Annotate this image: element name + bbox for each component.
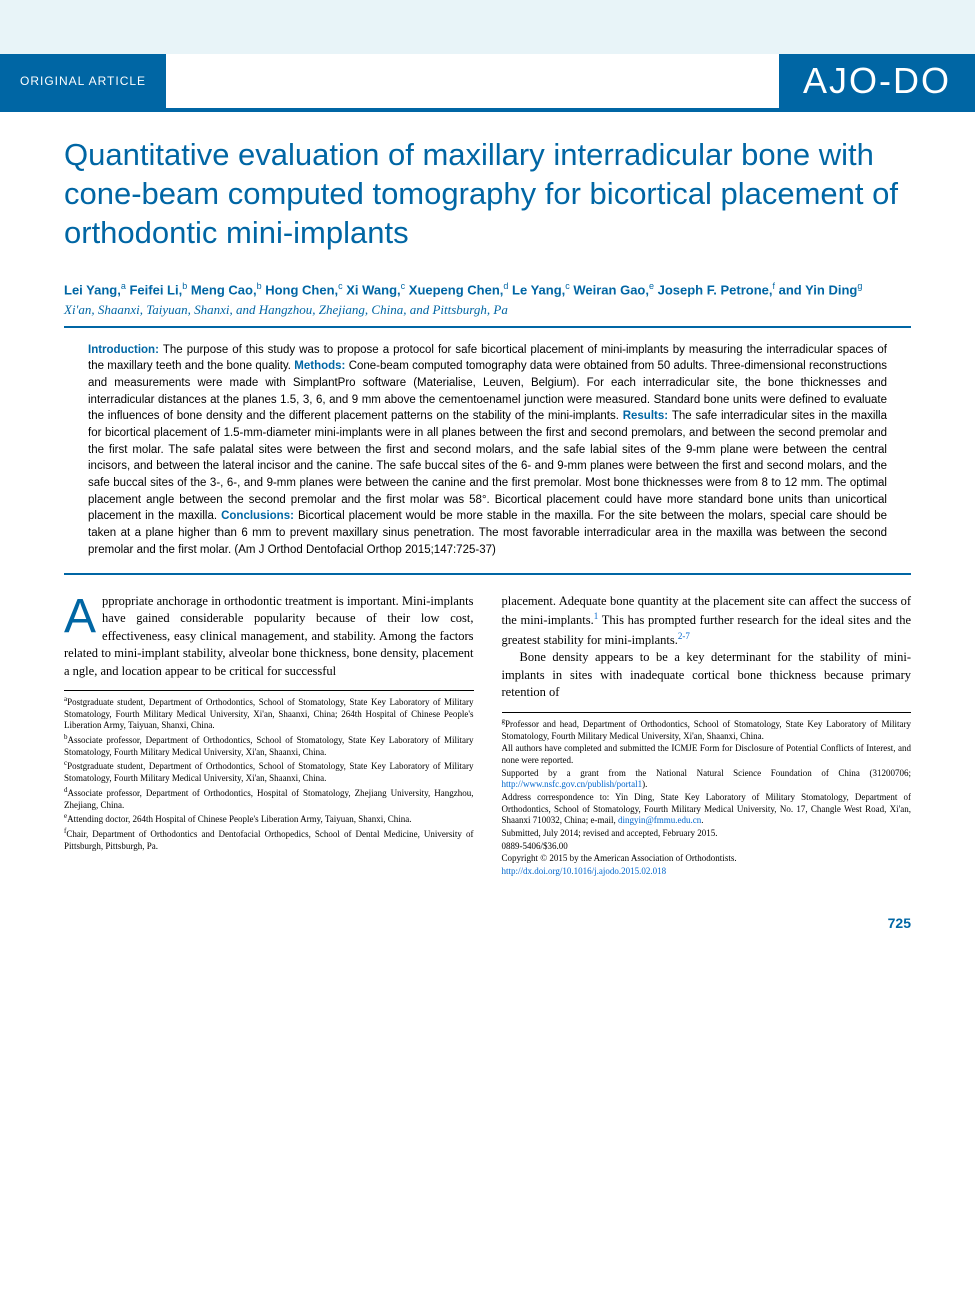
footnote: All authors have completed and submitted… bbox=[502, 743, 912, 766]
column-left: Appropriate anchorage in orthodontic tre… bbox=[64, 593, 474, 879]
article-title: Quantitative evaluation of maxillary int… bbox=[64, 136, 911, 252]
footnote: eAttending doctor, 264th Hospital of Chi… bbox=[64, 812, 474, 826]
authors-line: Lei Yang,a Feifei Li,b Meng Cao,b Hong C… bbox=[64, 280, 911, 300]
abstract: Introduction: The purpose of this study … bbox=[88, 342, 887, 559]
body-paragraph: placement. Adequate bone quantity at the… bbox=[502, 593, 912, 650]
footnotes-right: gProfessor and head, Department of Ortho… bbox=[502, 712, 912, 878]
footnote: dAssociate professor, Department of Orth… bbox=[64, 786, 474, 811]
body-text: Bone density appears to be a key determi… bbox=[502, 650, 912, 699]
abstract-bottom-rule bbox=[64, 573, 911, 575]
body-columns: Appropriate anchorage in orthodontic tre… bbox=[64, 593, 911, 879]
abstract-section-text: The safe interradicular sites in the max… bbox=[88, 410, 887, 522]
dropcap: A bbox=[64, 593, 102, 638]
footnote-link[interactable]: http://www.nsfc.gov.cn/publish/portal1 bbox=[502, 779, 643, 789]
body-paragraph: Appropriate anchorage in orthodontic tre… bbox=[64, 593, 474, 681]
footnotes-left: aPostgraduate student, Department of Ort… bbox=[64, 690, 474, 852]
column-right: placement. Adequate bone quantity at the… bbox=[502, 593, 912, 879]
footnote-link[interactable]: dingyin@fmmu.edu.cn bbox=[618, 815, 701, 825]
header-background-bar bbox=[0, 0, 975, 54]
footnote: Supported by a grant from the National N… bbox=[502, 768, 912, 791]
article-type-tab: ORIGINAL ARTICLE bbox=[0, 54, 166, 108]
footnote: Copyright © 2015 by the American Associa… bbox=[502, 853, 912, 865]
footnote: aPostgraduate student, Department of Ort… bbox=[64, 695, 474, 732]
title-band: ORIGINAL ARTICLE AJO-DO bbox=[0, 54, 975, 108]
content-area: Quantitative evaluation of maxillary int… bbox=[0, 112, 975, 899]
footnote-link[interactable]: http://dx.doi.org/10.1016/j.ajodo.2015.0… bbox=[502, 866, 667, 876]
body-paragraph: Bone density appears to be a key determi… bbox=[502, 649, 912, 702]
footnote: http://dx.doi.org/10.1016/j.ajodo.2015.0… bbox=[502, 866, 912, 878]
abstract-section-label: Introduction: bbox=[88, 344, 163, 356]
abstract-section-label: Results: bbox=[623, 410, 672, 422]
abstract-section-label: Methods: bbox=[294, 360, 348, 372]
footnote: fChair, Department of Orthodontics and D… bbox=[64, 827, 474, 852]
footnote: gProfessor and head, Department of Ortho… bbox=[502, 717, 912, 742]
author-locations: Xi'an, Shaanxi, Taiyuan, Shanxi, and Han… bbox=[64, 302, 911, 318]
body-text: ppropriate anchorage in orthodontic trea… bbox=[64, 594, 474, 678]
footnote: bAssociate professor, Department of Orth… bbox=[64, 733, 474, 758]
citation-ref[interactable]: 2-7 bbox=[678, 631, 690, 641]
page-number: 725 bbox=[0, 899, 975, 951]
abstract-top-rule bbox=[64, 326, 911, 328]
footnote: Submitted, July 2014; revised and accept… bbox=[502, 828, 912, 840]
footnote: cPostgraduate student, Department of Ort… bbox=[64, 759, 474, 784]
band-spacer bbox=[166, 54, 779, 108]
journal-logo: AJO-DO bbox=[779, 54, 975, 108]
footnote: Address correspondence to: Yin Ding, Sta… bbox=[502, 792, 912, 827]
footnote: 0889-5406/$36.00 bbox=[502, 841, 912, 853]
abstract-section-label: Conclusions: bbox=[221, 510, 298, 522]
page: ORIGINAL ARTICLE AJO-DO Quantitative eva… bbox=[0, 0, 975, 951]
